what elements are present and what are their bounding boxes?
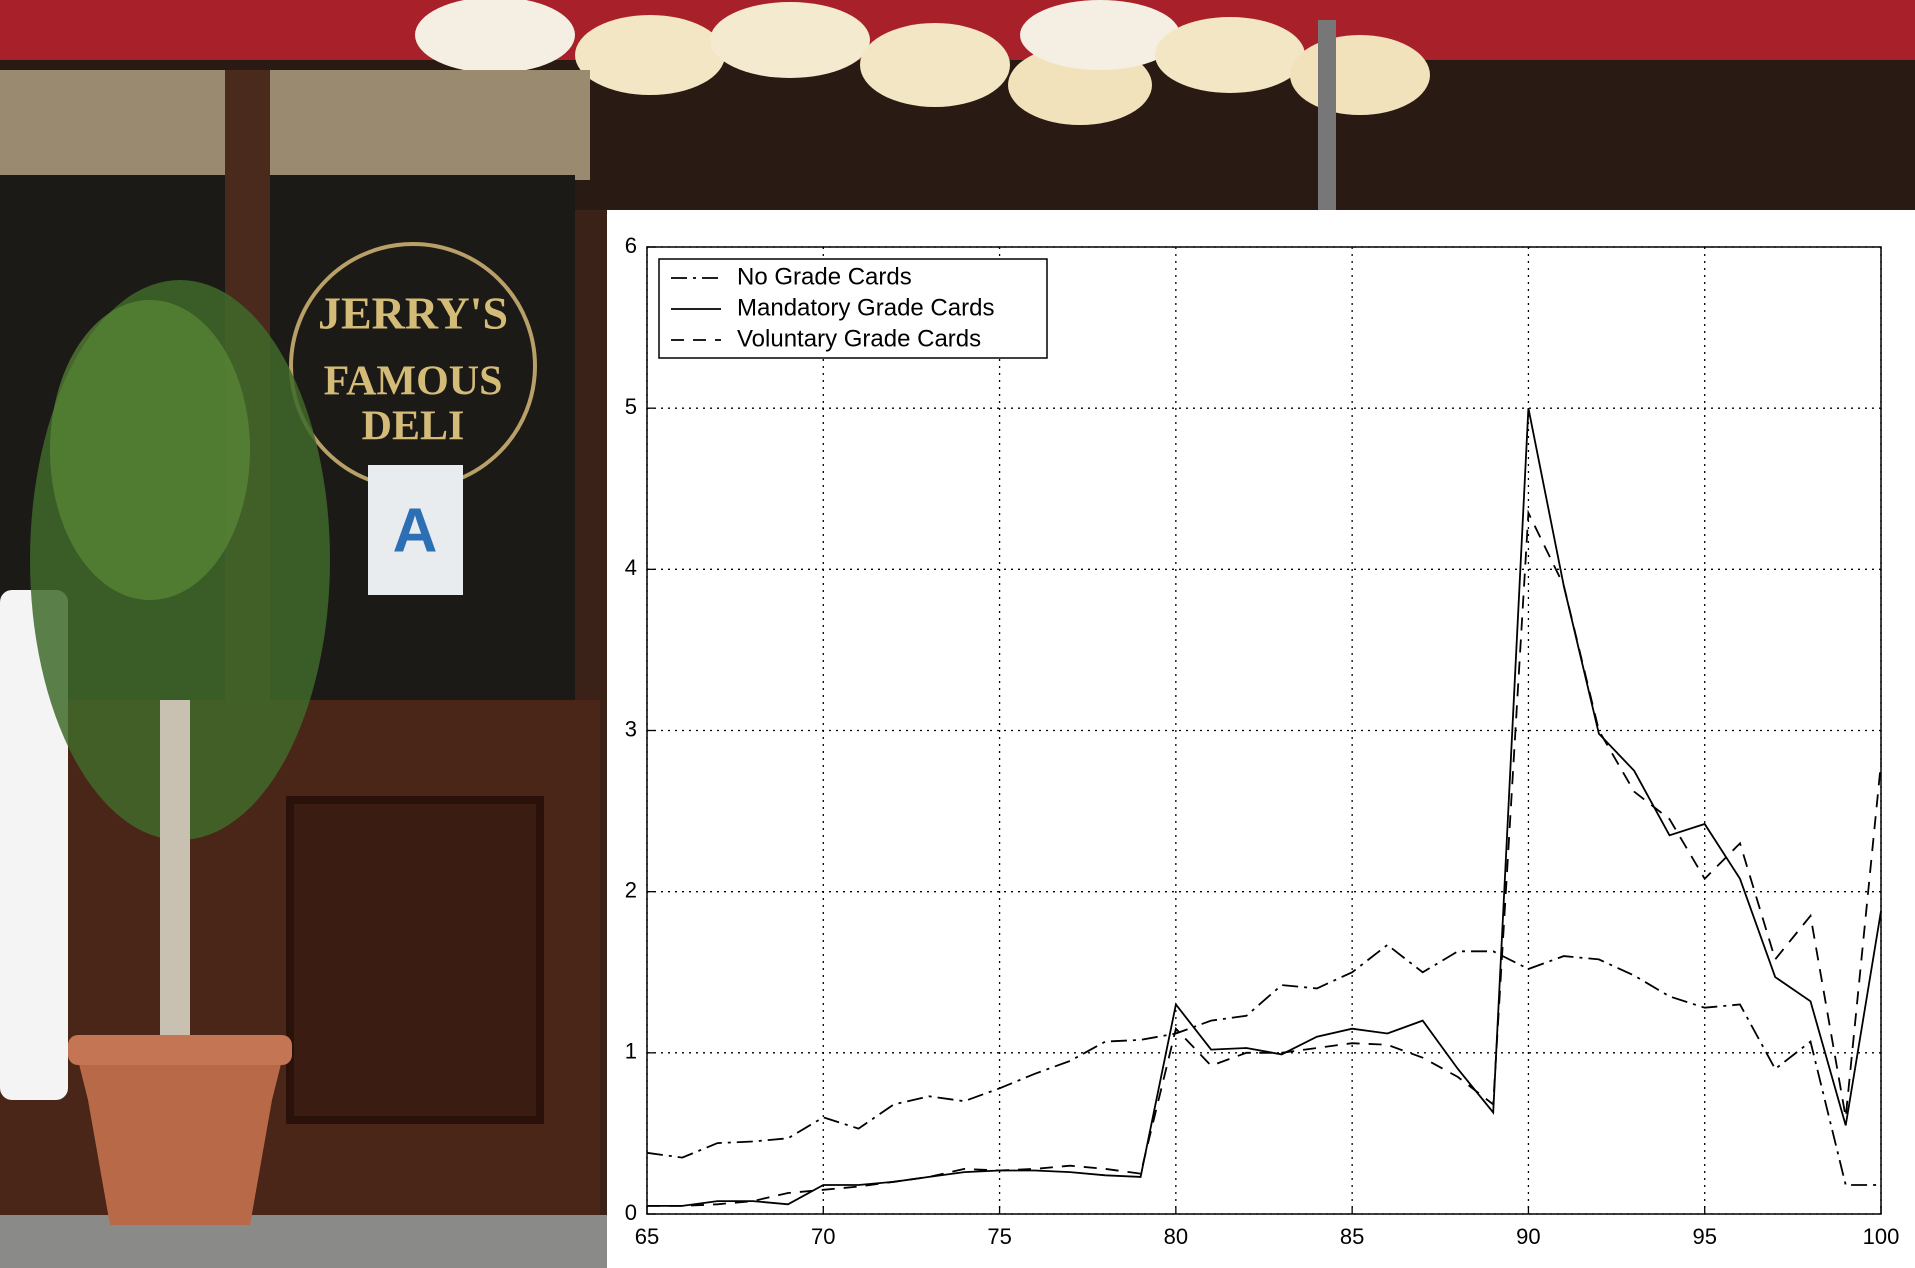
lamp	[1155, 17, 1305, 93]
grade-letter: A	[393, 496, 438, 565]
y-tick-label: 2	[625, 877, 637, 902]
lamp	[710, 2, 870, 78]
legend-label: Voluntary Grade Cards	[737, 325, 981, 352]
x-tick-label: 75	[987, 1224, 1011, 1249]
pot-rim	[68, 1035, 292, 1065]
lamp	[415, 0, 575, 73]
sign-text: DELI	[362, 404, 465, 450]
door-panel	[290, 800, 540, 1120]
legend-label: Mandatory Grade Cards	[737, 294, 994, 321]
pole	[1318, 20, 1336, 210]
chart-panel	[607, 210, 1915, 1268]
y-tick-label: 3	[625, 716, 637, 741]
plant-trunk	[160, 700, 190, 1040]
scene: JERRY'S FAMOUS DELI A 657075808590951000…	[0, 0, 1915, 1268]
legend-label: No Grade Cards	[737, 263, 912, 290]
x-tick-label: 90	[1516, 1224, 1540, 1249]
x-tick-label: 100	[1863, 1224, 1900, 1249]
lamp	[860, 23, 1010, 107]
x-tick-label: 85	[1340, 1224, 1364, 1249]
y-tick-label: 5	[625, 394, 637, 419]
y-tick-label: 6	[625, 233, 637, 258]
lamp	[575, 15, 725, 95]
x-tick-label: 65	[635, 1224, 659, 1249]
lamp	[1290, 35, 1430, 115]
sign-text: FAMOUS	[324, 359, 503, 405]
y-tick-label: 4	[625, 555, 637, 580]
sidewalk	[0, 1215, 607, 1268]
y-tick-label: 0	[625, 1200, 637, 1225]
window-frame	[0, 70, 590, 180]
x-tick-label: 80	[1164, 1224, 1188, 1249]
sign-text: JERRY'S	[318, 288, 508, 339]
page: {"background_signs": ["JERRY'S", "FAMOUS…	[0, 0, 1915, 1268]
x-tick-label: 70	[811, 1224, 835, 1249]
plant	[50, 300, 250, 600]
x-tick-label: 95	[1692, 1224, 1716, 1249]
y-tick-label: 1	[625, 1039, 637, 1064]
